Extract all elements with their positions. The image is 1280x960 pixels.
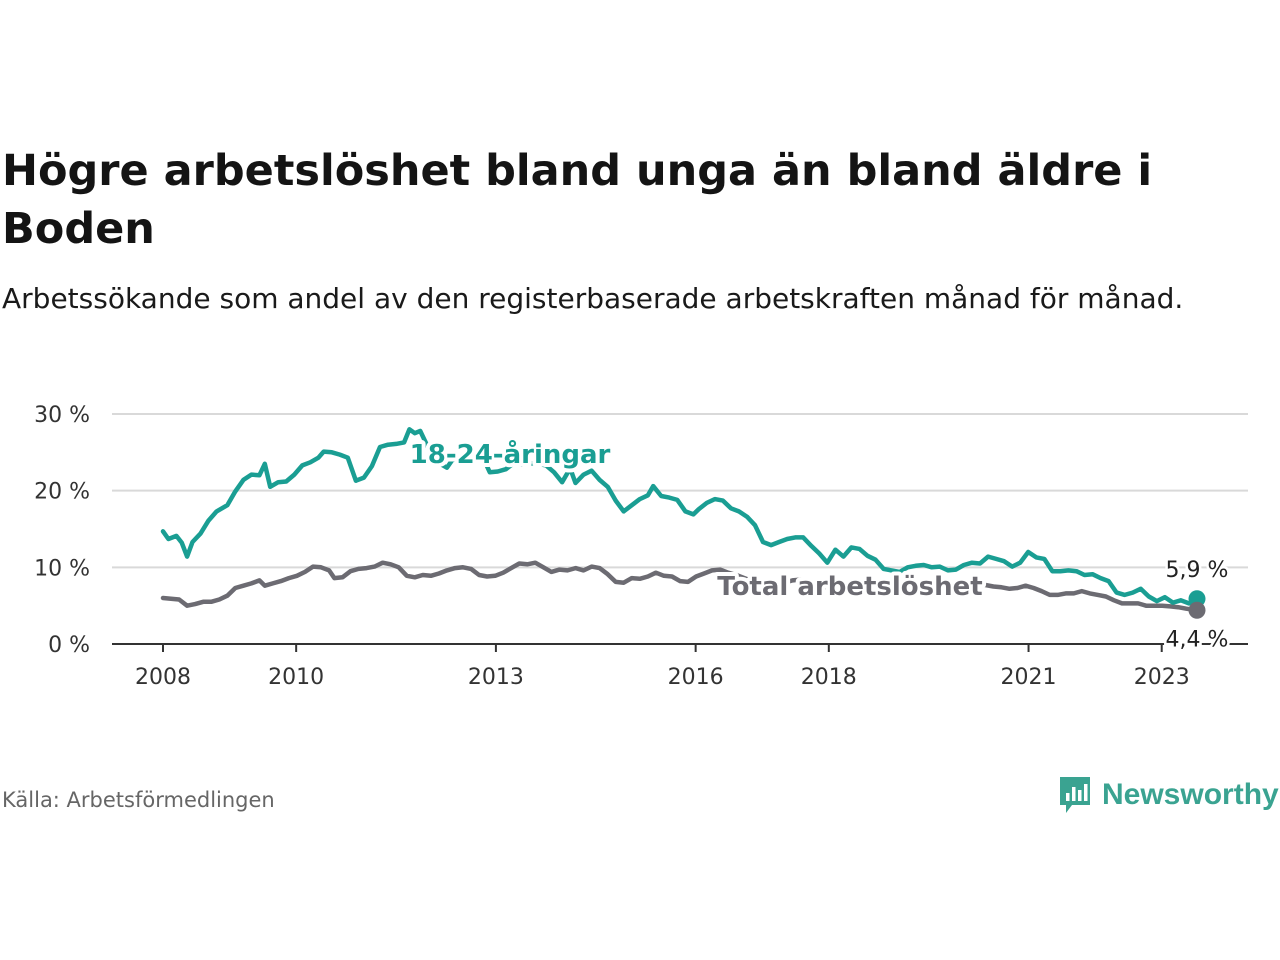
series-labels: 18-24-åringar Total arbetslöshet: [406, 434, 987, 606]
y-tick-label: 20 %: [34, 480, 90, 505]
total-end-marker: [1188, 601, 1206, 619]
x-tick-label: 2016: [668, 665, 724, 690]
total-series-label: Total arbetslöshet: [717, 572, 982, 602]
total-end-value-label: 4,4 %: [1166, 627, 1229, 652]
youth-series-label: 18-24-åringar: [410, 438, 611, 470]
grid-lines: [112, 413, 1248, 569]
brand-logo: Newsworthy: [1058, 772, 1279, 818]
brand-name: Newsworthy: [1102, 778, 1279, 811]
source-note: Källa: Arbetsförmedlingen: [2, 788, 275, 812]
x-tick-label: 2008: [135, 665, 191, 690]
x-tick-label: 2010: [268, 665, 324, 690]
y-tick-labels: 0 % 10 % 20 % 30 %: [34, 403, 90, 658]
total-series-line: [160, 560, 1200, 613]
y-tick-label: 10 %: [34, 556, 90, 581]
series-lines: [160, 427, 1200, 613]
y-tick-label: 30 %: [34, 403, 90, 428]
line-chart: 0 % 10 % 20 % 30 % 2008 2010 2013 2016 2018 2021…: [34, 403, 1248, 690]
x-axis: 2008 2010 2013 2016 2018 2021 2023: [112, 643, 1248, 690]
x-tick-label: 2018: [801, 665, 857, 690]
end-markers: 5,9 % 4,4 %: [1163, 555, 1231, 655]
chart-subtitle: Arbetssökande som andel av den registerb…: [2, 282, 1184, 315]
x-tick-label: 2023: [1134, 665, 1190, 690]
youth-series-line: [160, 427, 1200, 606]
newsworthy-logo-icon: [1060, 777, 1090, 813]
youth-end-value-label: 5,9 %: [1166, 558, 1229, 583]
x-tick-label: 2013: [468, 665, 524, 690]
chart-title: Högre arbetslöshet bland unga än bland ä…: [2, 146, 1153, 254]
y-tick-label: 0 %: [48, 633, 90, 658]
x-tick-label: 2021: [1001, 665, 1057, 690]
